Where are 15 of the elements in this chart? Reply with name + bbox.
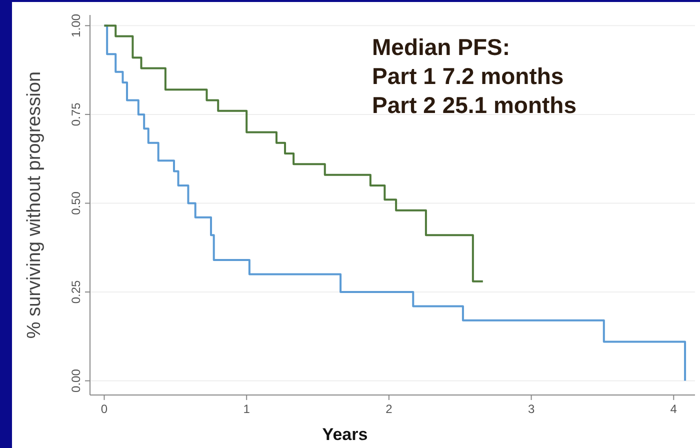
y-tick-label: 1.00 <box>69 14 83 38</box>
y-tick-label: 0.50 <box>69 191 83 215</box>
x-tick-label: 4 <box>670 402 678 416</box>
y-tick-label: 0.25 <box>69 280 83 304</box>
annotation: Part 2 25.1 months <box>372 92 577 118</box>
y-tick-label: 0.00 <box>69 368 83 392</box>
y-tick-label: 0.75 <box>69 102 83 126</box>
x-tick-label: 1 <box>243 402 250 416</box>
x-tick-label: 2 <box>386 402 393 416</box>
x-axis-title: Years <box>322 425 368 444</box>
y-axis-title: % surviving without progression <box>24 71 45 339</box>
x-tick-label: 0 <box>100 402 108 416</box>
annotation: Median PFS: <box>372 34 510 60</box>
x-tick-label: 3 <box>528 402 535 416</box>
annotation: Part 1 7.2 months <box>372 63 564 89</box>
